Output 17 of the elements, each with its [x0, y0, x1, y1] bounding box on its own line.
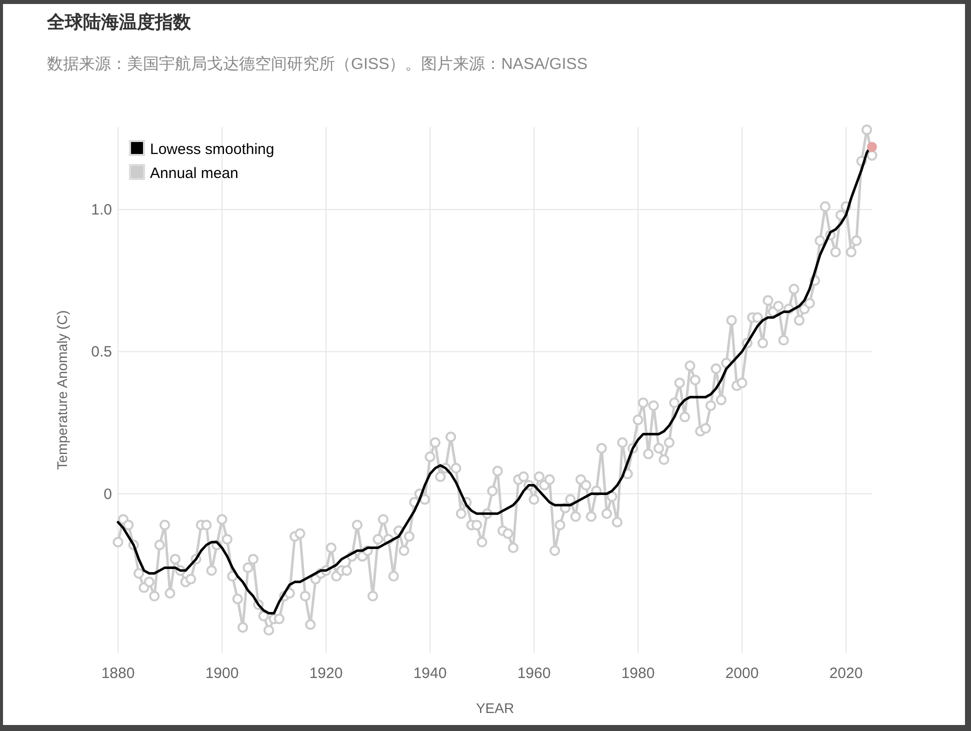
x-axis-title: YEAR — [476, 700, 514, 716]
x-tick-label: 1980 — [621, 665, 655, 682]
chart-title: 全球陆海温度指数 — [46, 12, 192, 32]
legend-label: Lowess smoothing — [150, 141, 274, 158]
y-tick-label: 0.5 — [91, 344, 112, 361]
x-tick-label: 2020 — [829, 665, 863, 682]
y-axis-title: Temperature Anomaly (C) — [54, 310, 70, 470]
x-tick-label: 1900 — [205, 665, 239, 682]
chart-subtitle: 数据来源：美国宇航局戈达德空间研究所（GISS）。图片来源：NASA/GISS — [47, 55, 588, 73]
x-tick-label: 1920 — [309, 665, 343, 682]
x-tick-label: 1960 — [517, 665, 551, 682]
legend-label: Annual mean — [150, 165, 238, 182]
x-tick-label: 1940 — [413, 665, 447, 682]
y-tick-label: 0 — [104, 486, 112, 503]
x-tick-label: 1880 — [101, 665, 135, 682]
x-tick-label: 2000 — [725, 665, 759, 682]
y-tick-label: 1.0 — [91, 201, 112, 218]
